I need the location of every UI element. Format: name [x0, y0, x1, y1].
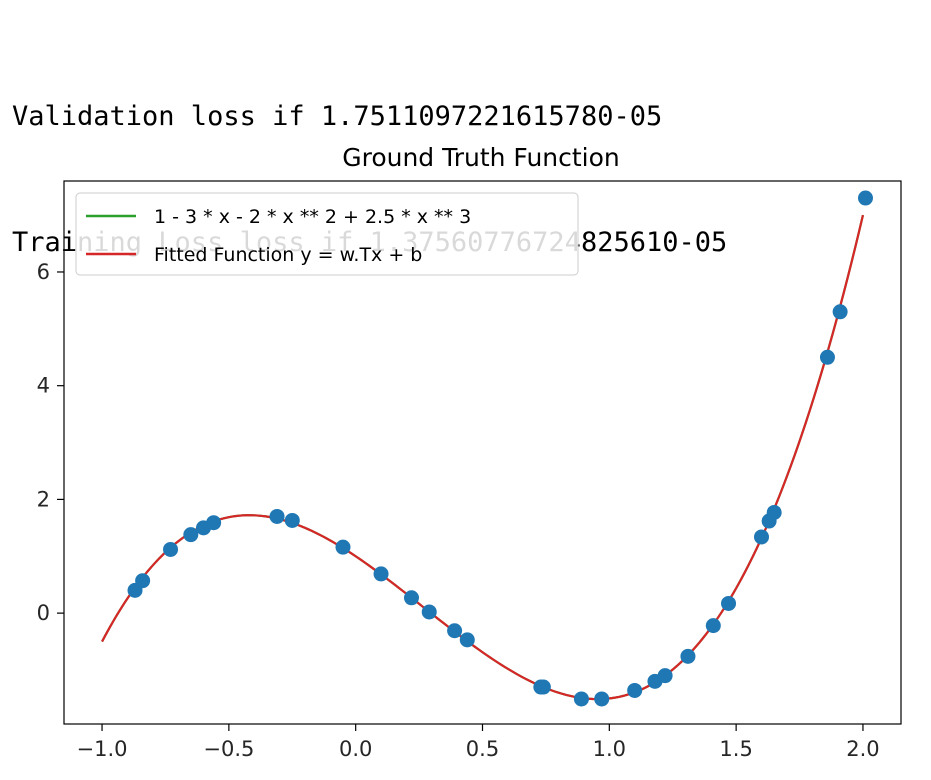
legend-label-fitted: Fitted Function y = w.Tx + b: [154, 244, 422, 266]
data-point: [403, 590, 419, 606]
data-point: [183, 527, 199, 543]
data-point: [163, 541, 179, 557]
data-point: [766, 504, 782, 520]
y-tick-label: 6: [37, 260, 50, 284]
data-point: [459, 632, 475, 648]
data-point: [447, 623, 463, 639]
data-point: [705, 618, 721, 634]
legend: 1 - 3 * x - 2 * x ** 2 + 2.5 * x ** 3 Fi…: [75, 192, 579, 276]
data-point: [535, 679, 551, 695]
y-tick-label: 0: [37, 601, 50, 625]
y-tick-label: 2: [37, 487, 50, 511]
y-axis-ticks: 0 2 4 6: [37, 260, 64, 625]
x-tick-label: 2.0: [846, 737, 879, 761]
x-axis-ticks: −1.0 −0.5 0.0 0.5 1.0 1.5 2.0: [77, 724, 880, 761]
data-point: [832, 304, 848, 320]
x-tick-label: 0.0: [339, 737, 372, 761]
ground-truth-curve: [101, 214, 865, 701]
data-point: [657, 668, 673, 684]
x-tick-label: 1.0: [593, 737, 626, 761]
data-point: [594, 691, 610, 707]
x-tick-label: −0.5: [203, 737, 254, 761]
data-point: [421, 604, 437, 620]
x-tick-label: 0.5: [466, 737, 499, 761]
data-point: [335, 539, 351, 555]
x-tick-label: 1.5: [719, 737, 752, 761]
data-point: [680, 648, 696, 664]
function-lines: [101, 214, 865, 701]
data-point: [573, 691, 589, 707]
data-point: [373, 566, 389, 582]
y-tick-label: 4: [37, 374, 50, 398]
x-tick-label: −1.0: [77, 737, 128, 761]
data-points: [127, 190, 873, 707]
data-point: [269, 508, 285, 524]
data-point: [857, 190, 873, 206]
data-point: [627, 682, 643, 698]
legend-label-ground-truth: 1 - 3 * x - 2 * x ** 2 + 2.5 * x ** 3: [154, 206, 471, 228]
data-point: [754, 529, 769, 545]
validation-loss-text: Validation loss if 1.7511097221615780-05: [12, 101, 663, 132]
chart-title: Ground Truth Function: [342, 143, 620, 172]
fitted-curve: [101, 214, 865, 701]
legend-box: [75, 192, 579, 276]
data-point: [721, 595, 737, 611]
data-point: [284, 512, 300, 528]
data-point: [135, 573, 151, 589]
data-point: [819, 349, 835, 365]
data-point: [206, 515, 222, 531]
